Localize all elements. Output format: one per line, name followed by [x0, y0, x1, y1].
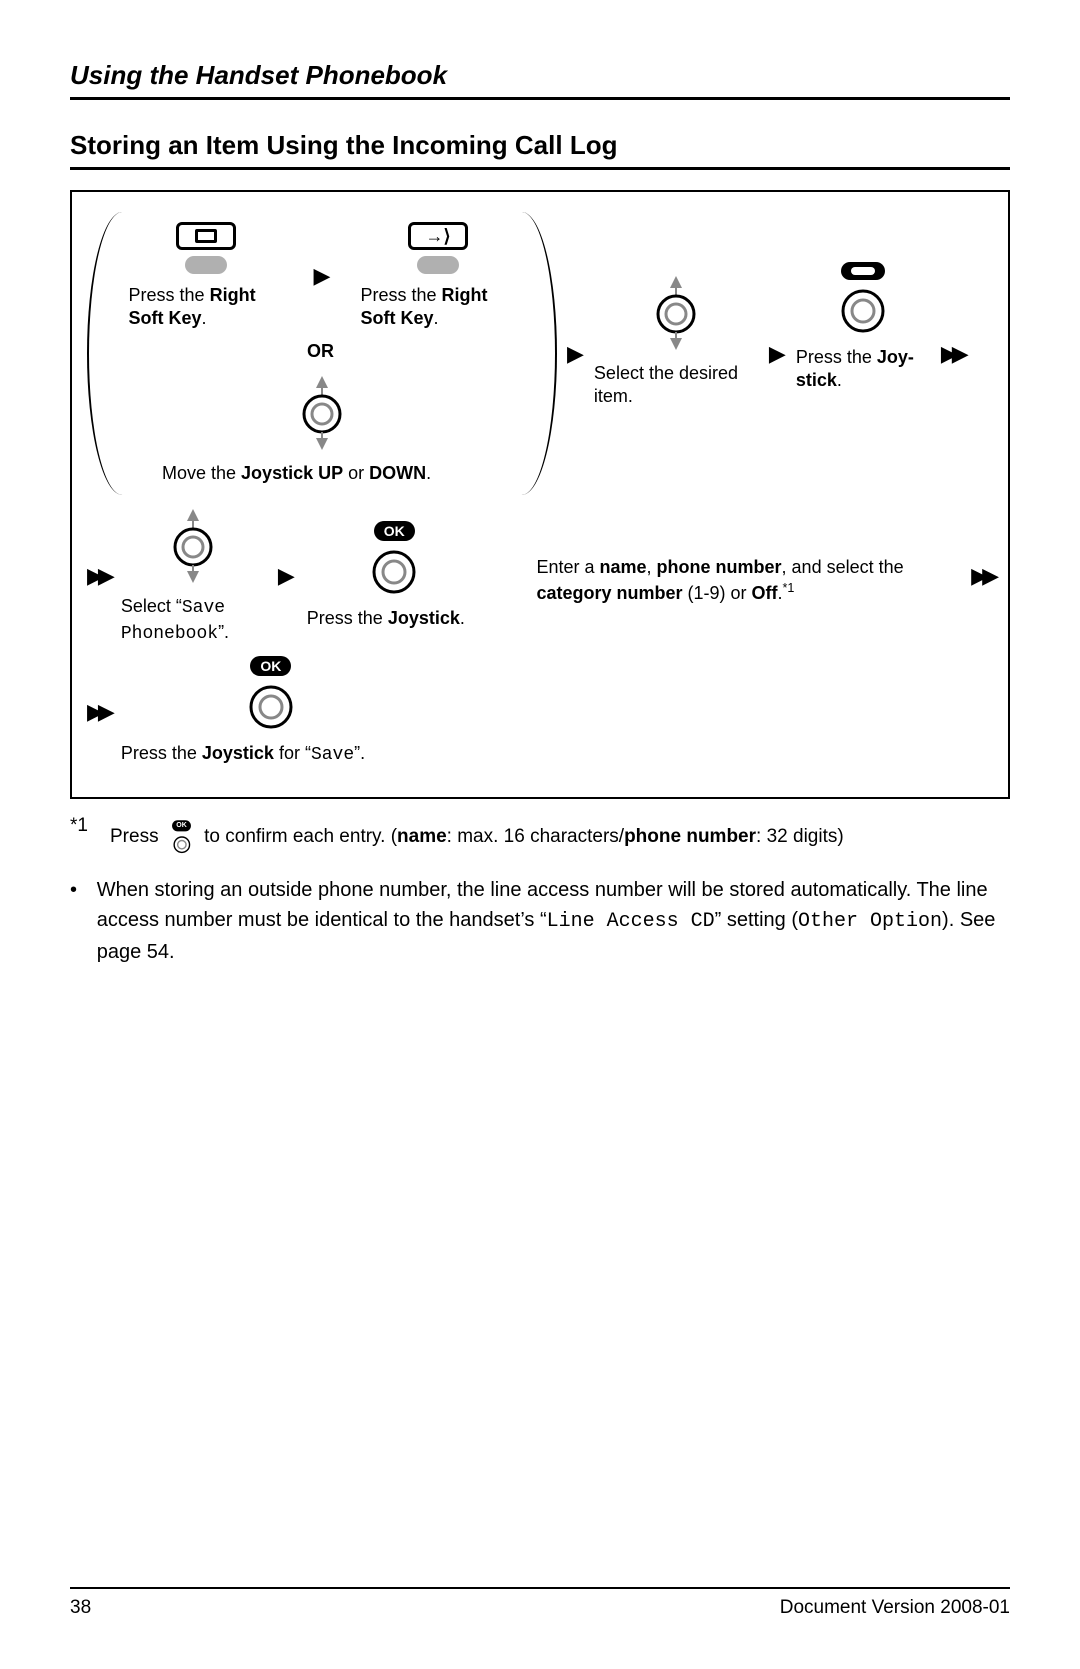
arrow-right-icon: ▶ [314, 263, 331, 289]
arrow-right-icon: ▶ [278, 563, 295, 589]
softkey-arrow-icon: →⟩ [408, 222, 468, 274]
joystick-press-icon [838, 262, 888, 336]
step-caption: Press the Right Soft Key. [129, 284, 284, 331]
continue-arrow-icon: ▶▶ [971, 563, 993, 589]
step-caption: Press the Joystick. [307, 607, 482, 630]
step-caption: Move the Joystick UP or DOWN. [162, 462, 482, 485]
joystick-updown-icon [292, 372, 352, 452]
arrow-right-icon: ▶ [769, 341, 786, 367]
doc-version: Document Version 2008-01 [780, 1597, 1010, 1619]
procedure-diagram: Press the Right Soft Key. ▶ →⟩ Press the… [70, 190, 1010, 799]
joystick-ok-icon: OK [369, 521, 419, 597]
step-caption: Select the desired item. [594, 362, 759, 409]
page-number: 38 [70, 1597, 91, 1619]
continue-arrow-icon: ▶▶ [941, 341, 963, 367]
footnote: *1 Press OK to confirm each entry. (name… [70, 813, 1010, 861]
joystick-updown-icon [646, 272, 706, 352]
bullet-note: • When storing an outside phone number, … [70, 875, 1010, 967]
page-footer: 38 Document Version 2008-01 [70, 1587, 1010, 1619]
subsection-title: Storing an Item Using the Incoming Call … [70, 130, 1010, 170]
softkey-display-icon [176, 222, 236, 274]
alternative-group: Press the Right Soft Key. ▶ →⟩ Press the… [87, 212, 557, 495]
joystick-ok-inline-icon: OK [172, 821, 191, 855]
arrow-right-icon: ▶ [567, 341, 584, 367]
step-caption: Press the Right Soft Key. [360, 284, 515, 331]
step-caption: Select “Save Phonebook”. [121, 595, 266, 646]
step-caption: Press the Joy-stick. [796, 346, 931, 393]
step-caption: Enter a name, phone number, and select t… [536, 556, 916, 605]
step-caption: Press the Joystick for “Save”. [121, 742, 421, 767]
joystick-ok-icon: OK [246, 656, 296, 732]
continue-arrow-icon: ▶▶ [87, 563, 109, 589]
joystick-updown-icon [163, 505, 223, 585]
continue-arrow-icon: ▶▶ [87, 699, 109, 725]
section-header: Using the Handset Phonebook [70, 60, 1010, 100]
or-label: OR [307, 341, 517, 362]
